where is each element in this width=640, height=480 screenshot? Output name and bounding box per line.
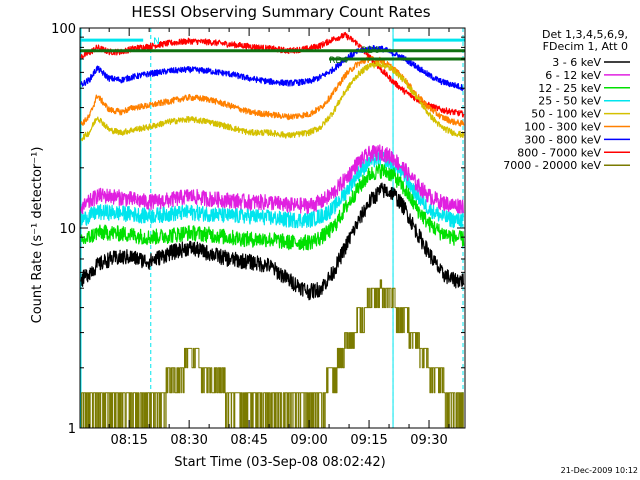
- x-tick-label-3: 09:00: [290, 433, 327, 448]
- chart-title: HESSI Observing Summary Count Rates: [131, 3, 430, 21]
- legend-label-0: 3 - 6 keV: [552, 56, 601, 69]
- legend-label-6: 300 - 800 keV: [524, 133, 601, 146]
- series-line-3: [80, 149, 465, 229]
- legend-label-3: 25 - 50 keV: [538, 95, 601, 108]
- legend-header-1: FDecim 1, Att 0: [543, 40, 628, 53]
- x-axis-label: Start Time (03-Sep-08 08:02:42): [174, 455, 385, 470]
- series-line-1: [80, 144, 465, 215]
- legend-label-1: 6 - 12 keV: [545, 69, 601, 82]
- marker-label-rd0: RD0: [361, 46, 380, 56]
- series-line-0: [80, 182, 465, 301]
- series-line-6: [80, 45, 465, 92]
- legend-header-0: Det 1,3,4,5,6,9,: [542, 28, 628, 41]
- marker-label-n: N: [153, 37, 160, 47]
- series-line-2: [80, 163, 465, 251]
- legend-label-2: 12 - 25 keV: [538, 82, 601, 95]
- x-tick-label-5: 09:30: [410, 433, 447, 448]
- series-line-8: [81, 279, 464, 429]
- series-line-4: [80, 61, 465, 142]
- marker-label-rd4: RD4: [329, 56, 348, 66]
- plot-area: N RD0 RD4: [80, 28, 465, 429]
- x-tick-label-4: 09:15: [350, 433, 387, 448]
- legend-label-8: 7000 - 20000 keV: [503, 159, 601, 172]
- x-tick-label-0: 08:15: [110, 433, 147, 448]
- legend: Det 1,3,4,5,6,9,FDecim 1, Att 0 3 - 6 keV…: [503, 28, 630, 172]
- y-tick-label-1: 10: [59, 222, 76, 237]
- y-tick-label-2: 100: [51, 22, 76, 37]
- y-tick-label-0: 1: [68, 422, 76, 437]
- axes: 08:15 08:30 08:45 09:00 09:15 09:30 1 10 100: [51, 22, 466, 448]
- x-tick-label-1: 08:30: [170, 433, 207, 448]
- legend-label-7: 800 - 7000 keV: [517, 146, 601, 159]
- date-stamp: 21-Dec-2009 10:12: [561, 466, 638, 475]
- legend-label-5: 100 - 300 keV: [524, 121, 601, 134]
- x-tick-label-2: 08:45: [230, 433, 267, 448]
- y-axis-label: Count Rate (s⁻¹ detector⁻¹): [30, 147, 45, 324]
- legend-label-4: 50 - 100 keV: [531, 108, 601, 121]
